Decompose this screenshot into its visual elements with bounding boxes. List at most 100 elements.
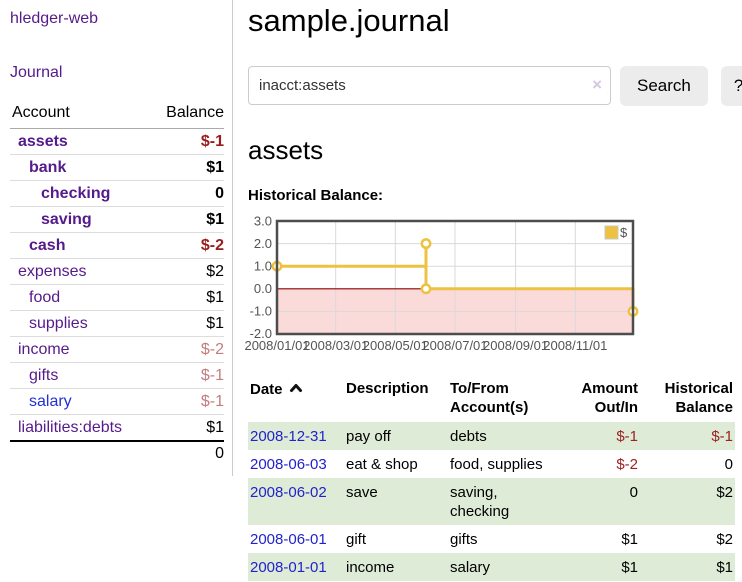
account-row: income $-2 — [10, 336, 224, 363]
chart-legend: $ — [604, 225, 628, 240]
account-row: supplies $1 — [10, 310, 224, 337]
y-tick-label: -2.0 — [250, 326, 272, 341]
main-content: sample.journal × Search ? assets Histori… — [233, 0, 742, 581]
account-link-supplies[interactable]: supplies — [29, 314, 88, 332]
transaction-description: eat & shop — [346, 455, 418, 473]
sort-ascending-icon — [289, 379, 303, 398]
account-row: checking 0 — [10, 180, 224, 207]
x-tick-label: 2008/07/01 — [422, 338, 487, 353]
date-header-label: Date — [250, 381, 283, 398]
search-box: × — [248, 66, 611, 105]
y-axis-labels: 3.0 2.0 1.0 0.0 -1.0 -2.0 — [250, 214, 272, 342]
chart-title: Historical Balance: — [248, 187, 384, 204]
register-header-row: Date Description To/From Account(s) Amou… — [248, 377, 735, 422]
account-link-assets[interactable]: assets — [18, 132, 68, 150]
tofrom-column-header: To/From Account(s) — [450, 380, 529, 416]
sidebar-item-journal[interactable]: Journal — [10, 64, 63, 81]
transaction-accounts: salary — [450, 558, 491, 576]
transaction-balance: $-1 — [711, 427, 733, 445]
account-link-gifts[interactable]: gifts — [29, 366, 59, 384]
account-link-liabilities-debts[interactable]: liabilities:debts — [18, 418, 123, 436]
accounts-total: 0 — [151, 440, 224, 466]
account-column-header: Account — [10, 102, 152, 129]
account-balance: $-1 — [151, 128, 224, 155]
account-row: bank $1 — [10, 154, 224, 181]
page-title: sample.journal — [248, 3, 450, 38]
account-link-income[interactable]: income — [18, 340, 70, 358]
search-button[interactable]: Search — [620, 66, 708, 106]
transaction-row: 2008-01-01 income salary $1 $1 — [248, 553, 735, 581]
transaction-amount: 0 — [629, 483, 638, 501]
x-tick-label: 2008/03/01 — [303, 338, 368, 353]
transaction-row: 2008-06-02 save saving, checking 0 $2 — [248, 478, 735, 525]
transaction-row: 2008-06-01 gift gifts $1 $2 — [248, 525, 735, 553]
y-tick-label: 3.0 — [254, 214, 272, 229]
app-title-link[interactable]: hledger-web — [10, 10, 99, 27]
account-balance: $-2 — [151, 336, 224, 363]
transaction-balance: $1 — [716, 558, 733, 576]
x-axis-labels: 2008/01/01 2008/03/01 2008/05/01 2008/07… — [244, 338, 607, 353]
account-row: assets $-1 — [10, 128, 224, 155]
account-balance: $-1 — [151, 362, 224, 389]
transaction-date-link[interactable]: 2008-06-03 — [250, 455, 327, 473]
accounts-table: Account Balance assets $-1 bank $1 check… — [10, 102, 224, 466]
date-column-header[interactable]: Date — [248, 377, 346, 422]
app-title: hledger-web — [10, 10, 224, 28]
transaction-date-link[interactable]: 2008-06-01 — [250, 530, 327, 548]
account-balance: $1 — [151, 154, 224, 181]
register-table: Date Description To/From Account(s) Amou… — [248, 377, 735, 581]
transaction-date-link[interactable]: 2008-01-01 — [250, 558, 327, 576]
y-tick-label: 2.0 — [254, 236, 272, 251]
account-balance: $1 — [151, 284, 224, 311]
transaction-description: pay off — [346, 427, 391, 445]
transaction-amount: $1 — [621, 530, 638, 548]
historical-balance-chart[interactable]: $ 3.0 2.0 1.0 0.0 -1.0 -2.0 2008/01/01 2… — [244, 214, 648, 362]
data-point-marker — [420, 283, 432, 295]
transaction-amount: $1 — [621, 558, 638, 576]
transaction-date-link[interactable]: 2008-12-31 — [250, 427, 327, 445]
x-tick-label: 2008/05/01 — [363, 338, 428, 353]
x-tick-label: 2008/09/01 — [483, 338, 548, 353]
help-button[interactable]: ? — [720, 66, 742, 106]
account-row: saving $1 — [10, 206, 224, 233]
search-input[interactable] — [248, 66, 611, 105]
account-link-salary[interactable]: salary — [29, 392, 72, 410]
account-row: gifts $-1 — [10, 362, 224, 389]
account-link-expenses[interactable]: expenses — [18, 262, 87, 280]
account-row: expenses $2 — [10, 258, 224, 285]
legend-swatch — [604, 225, 619, 240]
transaction-accounts: gifts — [450, 530, 478, 548]
transaction-accounts: saving, checking — [450, 483, 510, 520]
transaction-description: gift — [346, 530, 367, 548]
clear-search-icon[interactable]: × — [592, 75, 602, 94]
y-tick-label: -1.0 — [250, 304, 272, 319]
data-point-marker — [420, 238, 432, 250]
y-tick-label: 1.0 — [254, 259, 272, 274]
account-link-food[interactable]: food — [29, 288, 61, 306]
transaction-accounts: food, supplies — [450, 455, 543, 473]
transaction-description: save — [346, 483, 378, 501]
transaction-row: 2008-12-31 pay off debts $-1 $-1 — [248, 422, 735, 450]
transaction-description: income — [346, 558, 395, 576]
sidebar: hledger-web Journal Account Balance asse… — [0, 0, 233, 476]
account-balance: $1 — [151, 206, 224, 233]
transaction-row: 2008-06-03 eat & shop food, supplies $-2… — [248, 450, 735, 478]
amount-column-header: Amount Out/In — [581, 380, 638, 416]
x-tick-label: 2008/11/01 — [543, 338, 607, 353]
account-link-cash[interactable]: cash — [29, 236, 66, 254]
transaction-date-link[interactable]: 2008-06-02 — [250, 483, 327, 501]
description-column-header: Description — [346, 380, 429, 397]
transaction-balance: $2 — [716, 483, 733, 501]
account-link-checking[interactable]: checking — [41, 184, 111, 202]
account-balance: $1 — [151, 310, 224, 337]
transaction-amount: $-1 — [616, 427, 638, 445]
transaction-balance: 0 — [724, 455, 733, 473]
accounts-total-row: 0 — [10, 440, 224, 466]
transaction-amount: $-2 — [616, 455, 638, 473]
account-balance: 0 — [151, 180, 224, 207]
search-form: × Search ? — [248, 66, 742, 106]
account-balance: $-1 — [151, 388, 224, 415]
account-link-saving[interactable]: saving — [41, 210, 92, 228]
account-link-bank[interactable]: bank — [29, 158, 67, 176]
transaction-balance: $2 — [716, 530, 733, 548]
